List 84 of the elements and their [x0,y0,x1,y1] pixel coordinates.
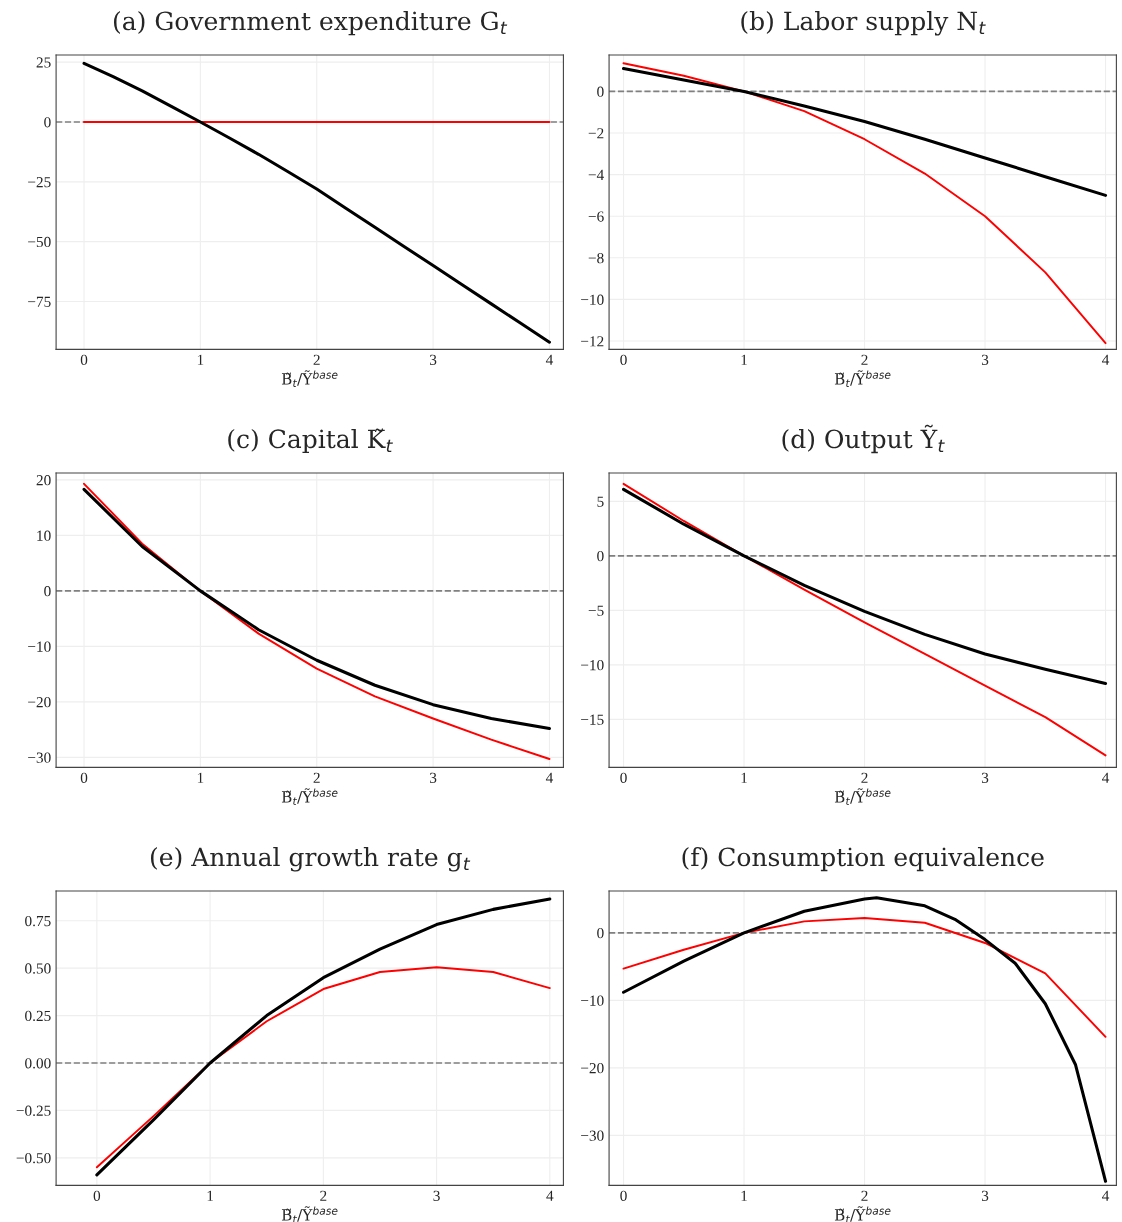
y-tick-label: 0.50 [25,963,51,974]
x-axis-title: B̃$_{t}$/Ỹ$^{base}$ [834,1206,891,1222]
y-tick-label: −20 [28,697,51,708]
chart-title: (a) Government expenditure G$_{t}$ [113,10,508,36]
y-tick-label: −10 [581,294,604,305]
y-tick-label: −20 [581,1063,604,1074]
x-tick-label: 2 [861,354,868,365]
line-series [622,482,1107,757]
y-tick-label: 0 [597,550,604,562]
y-tick-label: −10 [581,995,604,1006]
x-tick-label: 1 [197,772,204,783]
x-tick-label: 2 [861,1190,868,1201]
x-tick-label: 0 [620,354,627,365]
y-tick-label: 0 [44,586,51,597]
x-tick-label: 3 [981,354,989,365]
y-tick-label: −10 [581,660,604,671]
y-tick-label: −0.25 [16,1105,51,1116]
line-series [95,897,552,1177]
y-tick-label: 0.25 [25,1010,51,1022]
y-tick-label: 0.00 [25,1058,51,1069]
x-tick-label: 4 [546,1190,554,1201]
line-series [82,61,551,344]
chart-title: (f) Consumption equivalence [682,846,1044,872]
x-tick-label: 1 [197,354,204,365]
line-series [622,66,1108,197]
x-tick-label: 2 [320,1190,327,1201]
x-tick-label: 4 [1102,354,1110,365]
x-tick-label: 2 [313,772,320,783]
x-tick-label: 2 [861,772,868,783]
x-tick-label: 2 [313,354,320,365]
x-axis-title: B̃$_{t}$/Ỹ$^{base}$ [281,1206,338,1222]
y-tick-label: −50 [28,236,51,248]
x-tick-label: 3 [981,772,989,783]
x-tick-label: 1 [741,1190,747,1201]
y-tick-label: 0 [597,86,604,97]
chart-title: (c) Capital K̃$_{t}$ [228,428,393,454]
y-tick-label: 5 [597,496,604,507]
line-series [95,966,551,1169]
y-tick-label: −12 [581,336,604,347]
y-tick-label: −10 [28,641,51,652]
x-tick-label: 0 [620,772,627,783]
x-tick-label: 4 [1102,772,1110,783]
chart-title: (e) Annual growth rate g$_{t}$ [150,846,471,872]
x-tick-label: 1 [741,772,747,783]
x-tick-label: 0 [80,354,88,365]
x-tick-label: 1 [741,354,747,365]
x-axis-title: B̃$_{t}$/Ỹ$^{base}$ [834,788,891,805]
x-tick-label: 3 [430,772,437,783]
x-tick-label: 4 [545,354,554,365]
line-series [622,917,1107,1038]
y-tick-label: −30 [28,752,51,763]
x-axis-title: B̃$_{t}$/Ỹ$^{base}$ [834,370,891,387]
x-tick-label: 3 [981,1190,989,1201]
y-tick-label: −4 [588,169,604,180]
y-tick-label: −75 [28,296,51,307]
y-tick-label: −15 [581,714,604,725]
line-series [622,487,1108,685]
y-tick-label: −8 [588,252,604,264]
y-tick-label: −30 [581,1130,604,1141]
y-tick-label: 0 [44,117,51,128]
x-tick-label: 4 [1102,1190,1110,1201]
y-tick-label: −25 [28,177,51,188]
x-tick-label: 4 [545,772,554,783]
chart-title: (b) Labor supply N$_{t}$ [741,10,986,36]
x-tick-label: 0 [620,1190,627,1201]
x-tick-label: 3 [433,1190,440,1201]
y-tick-label: 0.75 [25,915,51,927]
line-series [622,62,1107,345]
x-tick-label: 3 [430,354,437,365]
line-series [622,896,1108,1183]
chart-title: (d) Output Ỹ$_{t}$ [782,424,945,454]
x-tick-label: 0 [93,1190,101,1201]
y-tick-label: 0 [597,927,604,939]
x-tick-label: 0 [80,772,88,783]
y-tick-label: −2 [588,128,604,139]
y-tick-label: −5 [588,605,604,616]
y-tick-label: 10 [37,530,51,541]
y-tick-label: 25 [36,57,51,68]
y-tick-label: 20 [36,475,51,486]
x-axis-title: B̃$_{t}$/Ỹ$^{base}$ [281,370,338,387]
y-tick-label: −0.50 [16,1152,51,1164]
y-tick-label: −6 [588,211,604,222]
x-axis-title: B̃$_{t}$/Ỹ$^{base}$ [281,788,338,805]
x-tick-label: 1 [207,1190,214,1201]
